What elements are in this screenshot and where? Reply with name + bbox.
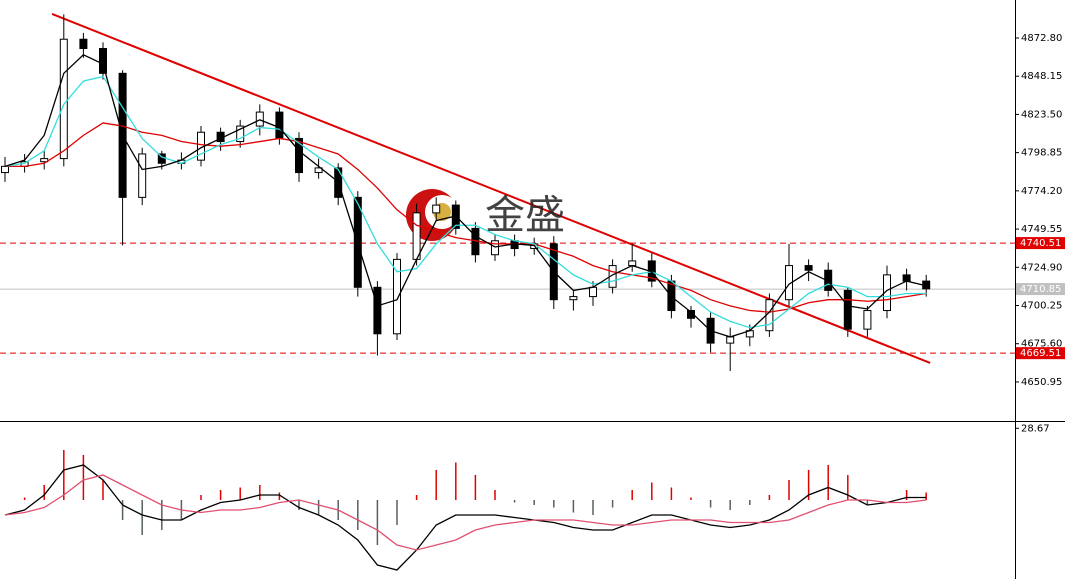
trendline: [51, 13, 931, 364]
price-label: 4669.51: [1020, 348, 1061, 359]
y-tick-label: 4823.50: [1021, 109, 1062, 120]
candle-body: [863, 310, 872, 330]
price-label-box: [1016, 347, 1065, 360]
candle-body: [883, 274, 891, 312]
y-tick-label: 4848.15: [1021, 71, 1062, 82]
price-label: 4740.51: [1020, 238, 1061, 249]
price-label-box: [1016, 237, 1065, 250]
candle-body: [589, 286, 597, 298]
candle-body: [726, 336, 735, 344]
indicator-line: [4, 53, 927, 338]
candle-body: [569, 296, 578, 301]
watermark: 金盛: [485, 194, 565, 238]
candle-body: [804, 265, 813, 271]
y-tick-label: 28.67: [1021, 423, 1050, 434]
candle-body: [432, 204, 441, 214]
candle-body: [138, 153, 147, 198]
y-tick-label: 4872.80: [1021, 33, 1062, 44]
y-tick-label: 4700.25: [1021, 301, 1062, 312]
candle-body: [99, 48, 107, 74]
candle-body: [412, 212, 421, 260]
y-tick-label: 4774.20: [1021, 186, 1062, 197]
candle-body: [1, 165, 9, 174]
candle-body: [236, 125, 245, 143]
indicator-line: [5, 122, 927, 313]
candle-body: [902, 274, 911, 282]
y-tick-label: 4798.85: [1021, 148, 1062, 159]
y-tick-label: 4675.60: [1021, 339, 1062, 350]
candle-body: [373, 286, 382, 335]
candle-body: [79, 38, 88, 50]
indicator-line: [4, 464, 927, 571]
candle-body: [824, 269, 833, 291]
candle-body: [393, 258, 401, 335]
candle-body: [295, 137, 303, 174]
candle-body: [275, 111, 284, 139]
candle-body: [314, 167, 323, 174]
candle-body: [59, 38, 68, 160]
price-label-box: [1016, 283, 1065, 296]
indicator-line: [4, 474, 927, 551]
candle-body: [40, 158, 49, 163]
y-tick-label: 4650.95: [1021, 377, 1062, 388]
price-label: 4710.85: [1020, 284, 1061, 295]
candle-body: [255, 111, 264, 127]
candle-body: [491, 240, 499, 256]
candle-body: [687, 310, 695, 319]
y-tick-label: 4724.90: [1021, 262, 1062, 273]
candle-body: [628, 260, 637, 267]
y-tick-label: 4749.55: [1021, 224, 1062, 235]
candle-body: [843, 289, 852, 330]
